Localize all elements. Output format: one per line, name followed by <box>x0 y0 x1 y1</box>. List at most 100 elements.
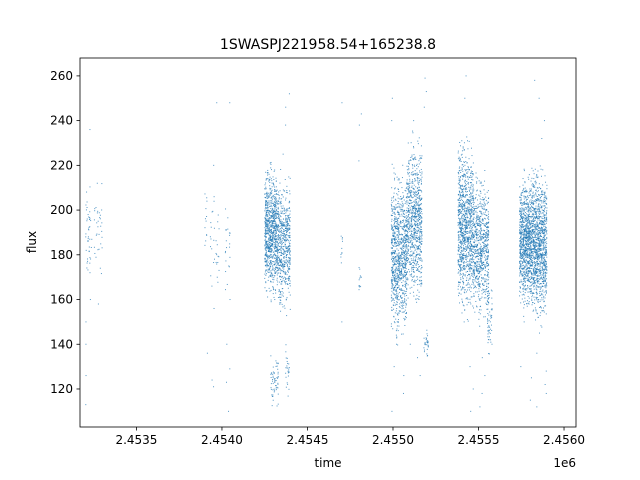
data-point <box>470 237 472 239</box>
data-point <box>396 301 398 303</box>
data-point <box>462 185 464 187</box>
data-point <box>272 227 274 229</box>
data-point <box>398 258 400 260</box>
data-point <box>416 284 418 286</box>
data-point <box>210 222 212 224</box>
data-point <box>411 255 413 257</box>
data-point <box>272 202 274 204</box>
data-point <box>396 287 398 289</box>
data-point <box>412 167 414 169</box>
data-point <box>418 213 420 215</box>
data-point <box>413 276 415 278</box>
data-point <box>461 188 463 190</box>
data-point <box>280 310 282 312</box>
data-point <box>470 265 472 267</box>
data-point <box>468 208 470 210</box>
data-point <box>401 215 403 217</box>
data-point <box>391 286 393 288</box>
data-point <box>394 263 396 265</box>
data-point <box>409 248 411 250</box>
data-point <box>416 230 418 232</box>
data-point <box>270 200 272 202</box>
data-point <box>463 230 465 232</box>
data-point <box>392 298 394 300</box>
data-point <box>397 241 399 243</box>
data-point <box>466 319 468 321</box>
data-point <box>420 231 422 233</box>
data-point <box>285 218 287 220</box>
data-point <box>393 279 395 281</box>
data-point <box>400 297 402 299</box>
data-point <box>420 203 422 205</box>
data-point <box>277 233 279 235</box>
data-point <box>401 273 403 275</box>
data-point <box>393 233 395 235</box>
data-point <box>418 206 420 208</box>
data-point <box>407 284 409 286</box>
data-point <box>417 237 419 239</box>
data-point <box>276 270 278 272</box>
data-point <box>406 245 408 247</box>
data-point <box>403 256 405 258</box>
data-point <box>269 241 271 243</box>
data-point <box>472 174 474 176</box>
data-point <box>265 203 267 205</box>
data-point <box>419 250 421 252</box>
data-point <box>410 194 412 196</box>
data-point <box>269 205 271 207</box>
data-point <box>89 238 91 240</box>
data-point <box>488 297 490 299</box>
data-point <box>468 289 470 291</box>
data-point <box>395 279 397 281</box>
data-point <box>268 239 270 241</box>
data-point <box>482 218 484 220</box>
data-point <box>415 241 417 243</box>
data-point <box>283 222 285 224</box>
data-point <box>404 230 406 232</box>
data-point <box>404 235 406 237</box>
data-point <box>281 194 283 196</box>
data-point <box>467 207 469 209</box>
data-point <box>278 260 280 262</box>
data-point <box>462 203 464 205</box>
data-point <box>267 244 269 246</box>
data-point <box>466 173 468 175</box>
data-point <box>403 258 405 260</box>
data-point <box>394 226 396 228</box>
data-point <box>85 204 87 206</box>
data-point <box>287 268 289 270</box>
data-point <box>269 263 271 265</box>
data-point <box>408 189 410 191</box>
data-point <box>487 298 489 300</box>
data-point <box>482 268 484 270</box>
data-point <box>470 196 472 198</box>
data-point <box>287 229 289 231</box>
data-point <box>478 234 480 236</box>
data-point <box>409 195 411 197</box>
data-point <box>395 278 397 280</box>
data-point <box>279 260 281 262</box>
data-point <box>473 200 475 202</box>
data-point <box>463 237 465 239</box>
data-point <box>418 160 420 162</box>
data-point <box>426 353 428 355</box>
data-point <box>406 254 408 256</box>
data-point <box>398 243 400 245</box>
data-point <box>287 278 289 280</box>
data-point <box>419 222 421 224</box>
data-point <box>264 221 266 223</box>
data-point <box>411 239 413 241</box>
data-point <box>475 251 477 253</box>
data-point <box>403 290 405 292</box>
data-point <box>473 261 475 263</box>
data-point <box>406 246 408 248</box>
data-point <box>276 284 278 286</box>
data-point <box>267 229 269 231</box>
data-point <box>419 248 421 250</box>
data-point <box>465 224 467 226</box>
data-point <box>273 391 275 393</box>
data-point <box>460 259 462 261</box>
data-point <box>401 242 403 244</box>
data-point <box>268 192 270 194</box>
data-point <box>483 233 485 235</box>
